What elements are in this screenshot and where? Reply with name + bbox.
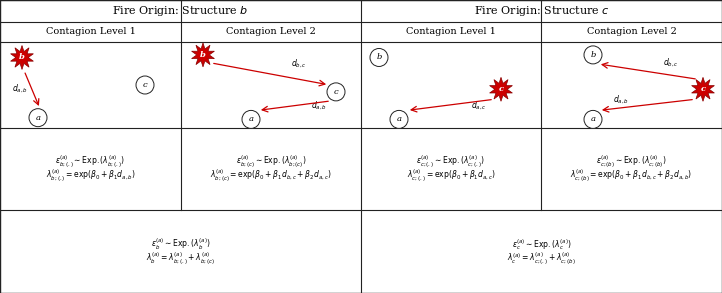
Text: $\lambda_{b}^{(a)} = \lambda_{b;(.)}^{(a)} + \lambda_{b;(c)}^{(a)}$: $\lambda_{b}^{(a)} = \lambda_{b;(.)}^{(a… (146, 250, 215, 267)
Polygon shape (490, 77, 513, 101)
Text: a: a (591, 115, 596, 123)
Text: $\epsilon_{b;(.)}^{(a)} \sim \mathrm{Exp.}(\lambda_{b;(.)}^{(a)})$: $\epsilon_{b;(.)}^{(a)} \sim \mathrm{Exp… (56, 154, 126, 170)
Text: b: b (376, 54, 382, 62)
Circle shape (242, 110, 260, 128)
Circle shape (29, 109, 47, 127)
Text: $d_{a,b}$: $d_{a,b}$ (613, 93, 629, 106)
Text: $\lambda_{c;(b)}^{(a)} = \exp(\beta_0 + \beta_1 d_{b,c} + \beta_2 d_{a,b})$: $\lambda_{c;(b)}^{(a)} = \exp(\beta_0 + … (570, 168, 692, 184)
Circle shape (370, 48, 388, 67)
Text: Contagion Level 1: Contagion Level 1 (45, 28, 136, 37)
Text: a: a (248, 115, 253, 123)
Text: Contagion Level 2: Contagion Level 2 (226, 28, 316, 37)
Text: $\lambda_{c}^{(a)} = \lambda_{c;(.)}^{(a)} + \lambda_{c;(b)}^{(a)}$: $\lambda_{c}^{(a)} = \lambda_{c;(.)}^{(a… (507, 250, 576, 267)
Polygon shape (692, 77, 714, 101)
Text: $\epsilon_{c;(b)}^{(a)} \sim \mathrm{Exp.}(\lambda_{c;(b)}^{(a)})$: $\epsilon_{c;(b)}^{(a)} \sim \mathrm{Exp… (596, 154, 667, 170)
Text: c: c (143, 81, 147, 89)
Circle shape (327, 83, 345, 101)
Text: b: b (19, 54, 25, 62)
Text: $d_{a,b}$: $d_{a,b}$ (311, 100, 327, 112)
Text: b: b (591, 51, 596, 59)
Text: $\epsilon_{b}^{(a)} \sim \mathrm{Exp.}(\lambda_{b}^{(a)})$: $\epsilon_{b}^{(a)} \sim \mathrm{Exp.}(\… (151, 237, 210, 252)
Text: Fire Origin: Structure $b$: Fire Origin: Structure $b$ (113, 4, 248, 18)
Text: a: a (35, 114, 40, 122)
Text: $d_{b,c}$: $d_{b,c}$ (663, 57, 679, 69)
Polygon shape (11, 45, 33, 69)
Text: $d_{a,c}$: $d_{a,c}$ (471, 100, 487, 112)
Text: c: c (498, 85, 503, 93)
Circle shape (390, 110, 408, 128)
Text: $\epsilon_{c}^{(a)} \sim \mathrm{Exp.}(\lambda_{c}^{(a)})$: $\epsilon_{c}^{(a)} \sim \mathrm{Exp.}(\… (512, 237, 571, 252)
Text: $\lambda_{c;(.)}^{(a)} = \exp(\beta_0 + \beta_1 d_{a,c})$: $\lambda_{c;(.)}^{(a)} = \exp(\beta_0 + … (406, 168, 495, 184)
Text: b: b (200, 51, 206, 59)
Text: c: c (700, 85, 705, 93)
Text: Contagion Level 2: Contagion Level 2 (586, 28, 677, 37)
Text: $\epsilon_{c;(.)}^{(a)} \sim \mathrm{Exp.}(\lambda_{c;(.)}^{(a)})$: $\epsilon_{c;(.)}^{(a)} \sim \mathrm{Exp… (417, 154, 486, 170)
Circle shape (136, 76, 154, 94)
Text: a: a (396, 115, 401, 123)
Text: Contagion Level 1: Contagion Level 1 (406, 28, 496, 37)
Text: Fire Origin: Structure $c$: Fire Origin: Structure $c$ (474, 4, 609, 18)
Polygon shape (191, 43, 214, 67)
Text: $d_{b,c}$: $d_{b,c}$ (291, 58, 307, 71)
Text: $\epsilon_{b;(c)}^{(a)} \sim \mathrm{Exp.}(\lambda_{b;(c)}^{(a)})$: $\epsilon_{b;(c)}^{(a)} \sim \mathrm{Exp… (235, 154, 306, 170)
Circle shape (584, 110, 602, 128)
Text: $\lambda_{b;(c)}^{(a)} = \exp(\beta_0 + \beta_1 d_{b,c} + \beta_2 d_{a,c})$: $\lambda_{b;(c)}^{(a)} = \exp(\beta_0 + … (210, 168, 332, 184)
Text: $d_{a,b}$: $d_{a,b}$ (12, 83, 28, 96)
Circle shape (584, 46, 602, 64)
Text: c: c (334, 88, 339, 96)
Text: $\lambda_{b;(.)}^{(a)} = \exp(\beta_0 + \beta_1 d_{a,b})$: $\lambda_{b;(.)}^{(a)} = \exp(\beta_0 + … (45, 168, 136, 184)
